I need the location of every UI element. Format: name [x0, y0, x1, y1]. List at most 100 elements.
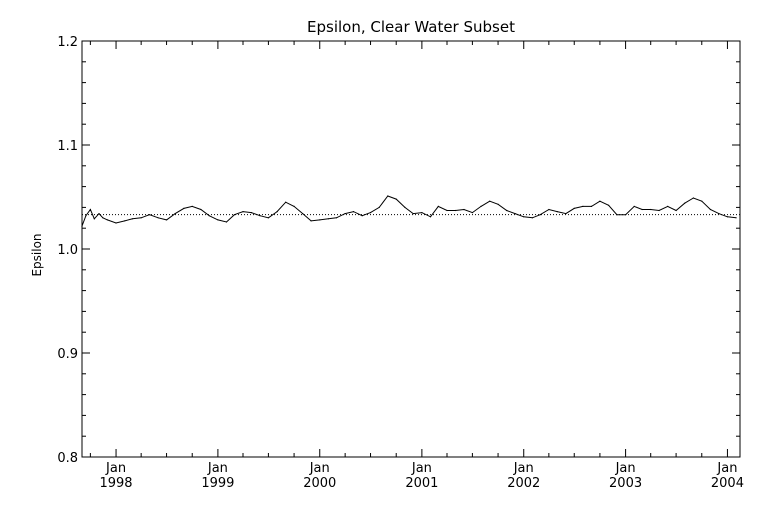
data-point [233, 214, 235, 216]
y-tick-label: 0.9 [57, 347, 78, 362]
data-point [641, 208, 643, 211]
data-point [293, 205, 295, 207]
data-point [106, 219, 108, 221]
data-point [378, 206, 380, 208]
data-point [208, 215, 210, 217]
y-tick-label: 1.2 [57, 35, 78, 50]
data-point [608, 204, 610, 206]
data-point [616, 214, 618, 216]
data-point [148, 214, 151, 216]
x-tick-month: Jan [513, 461, 534, 476]
data-point [590, 205, 593, 207]
data-point [437, 205, 439, 207]
data-point [183, 207, 185, 209]
y-tick-label: 1.1 [57, 139, 78, 154]
x-tick-month: Jan [105, 461, 126, 476]
data-point [395, 198, 397, 200]
data-point [217, 219, 219, 221]
x-tick-year: 2002 [507, 476, 540, 491]
data-point [514, 213, 516, 215]
data-point [327, 218, 329, 220]
x-tick-month: Jan [207, 461, 228, 476]
data-point [124, 220, 126, 222]
data-point [412, 213, 414, 215]
data-point [310, 220, 312, 222]
data-point [446, 209, 448, 212]
data-point [319, 219, 321, 221]
data-point [191, 205, 193, 207]
x-tick-month: Jan [716, 461, 737, 476]
data-point [276, 211, 278, 213]
data-point [463, 208, 465, 211]
x-tick-month: Jan [411, 461, 432, 476]
data-point [259, 215, 261, 217]
x-tick-year: 2003 [609, 476, 642, 491]
data-point [335, 217, 338, 219]
data-point [225, 221, 228, 223]
data-point [421, 212, 423, 214]
data-point [369, 212, 372, 214]
data-point [658, 209, 660, 212]
data-point [471, 212, 473, 214]
data-point [115, 222, 117, 224]
data-point [81, 225, 83, 227]
data-point [506, 209, 508, 212]
x-tick-year: 2001 [405, 476, 438, 491]
series-line-epsilon [81, 195, 737, 227]
data-point [344, 213, 346, 215]
data-point [675, 209, 677, 212]
data-point [692, 197, 695, 199]
data-point [174, 213, 176, 215]
data-point [489, 200, 491, 202]
data-point [667, 205, 669, 207]
y-axis-ticks: 0.8 0.9 1.0 1.1 1.2 [57, 35, 740, 466]
y-tick-label: 1.0 [57, 243, 78, 258]
data-point [556, 211, 558, 213]
data-point [404, 206, 406, 208]
data-point [548, 208, 550, 211]
data-point [140, 217, 142, 219]
data-point [582, 205, 584, 207]
data-point [387, 195, 389, 197]
data-point [352, 211, 355, 213]
data-point [709, 208, 712, 211]
data-point [573, 207, 575, 209]
x-tick-month: Jan [309, 461, 330, 476]
data-point [718, 213, 720, 215]
chart-title: Epsilon, Clear Water Subset [307, 18, 515, 36]
data-point [650, 208, 652, 211]
data-point [166, 219, 168, 221]
data-point [85, 215, 87, 217]
data-point [599, 200, 601, 202]
data-point [93, 218, 95, 220]
data-point [242, 211, 244, 213]
data-point [497, 203, 499, 205]
x-tick-month: Jan [615, 461, 636, 476]
data-point [531, 217, 534, 219]
y-tick-label: 0.8 [57, 451, 78, 466]
data-point [454, 209, 456, 212]
data-point [250, 212, 252, 214]
y-axis-label: Epsilon [30, 233, 44, 276]
series-points [81, 195, 737, 227]
data-point [98, 213, 100, 215]
data-point [157, 217, 159, 219]
x-tick-year: 2000 [303, 476, 336, 491]
x-tick-year: 1998 [99, 476, 132, 491]
data-point [267, 217, 269, 219]
data-point [429, 216, 432, 218]
data-point [625, 214, 627, 216]
data-point [131, 218, 134, 220]
data-point [735, 217, 737, 219]
data-point [361, 215, 363, 217]
data-point [200, 208, 202, 211]
data-point [480, 205, 482, 207]
data-point [523, 216, 525, 218]
x-tick-year: 2004 [711, 476, 744, 491]
x-tick-year: 1999 [201, 476, 234, 491]
data-point [89, 208, 91, 211]
data-point [701, 200, 703, 202]
plot-frame [81, 40, 741, 458]
data-point [302, 213, 304, 215]
